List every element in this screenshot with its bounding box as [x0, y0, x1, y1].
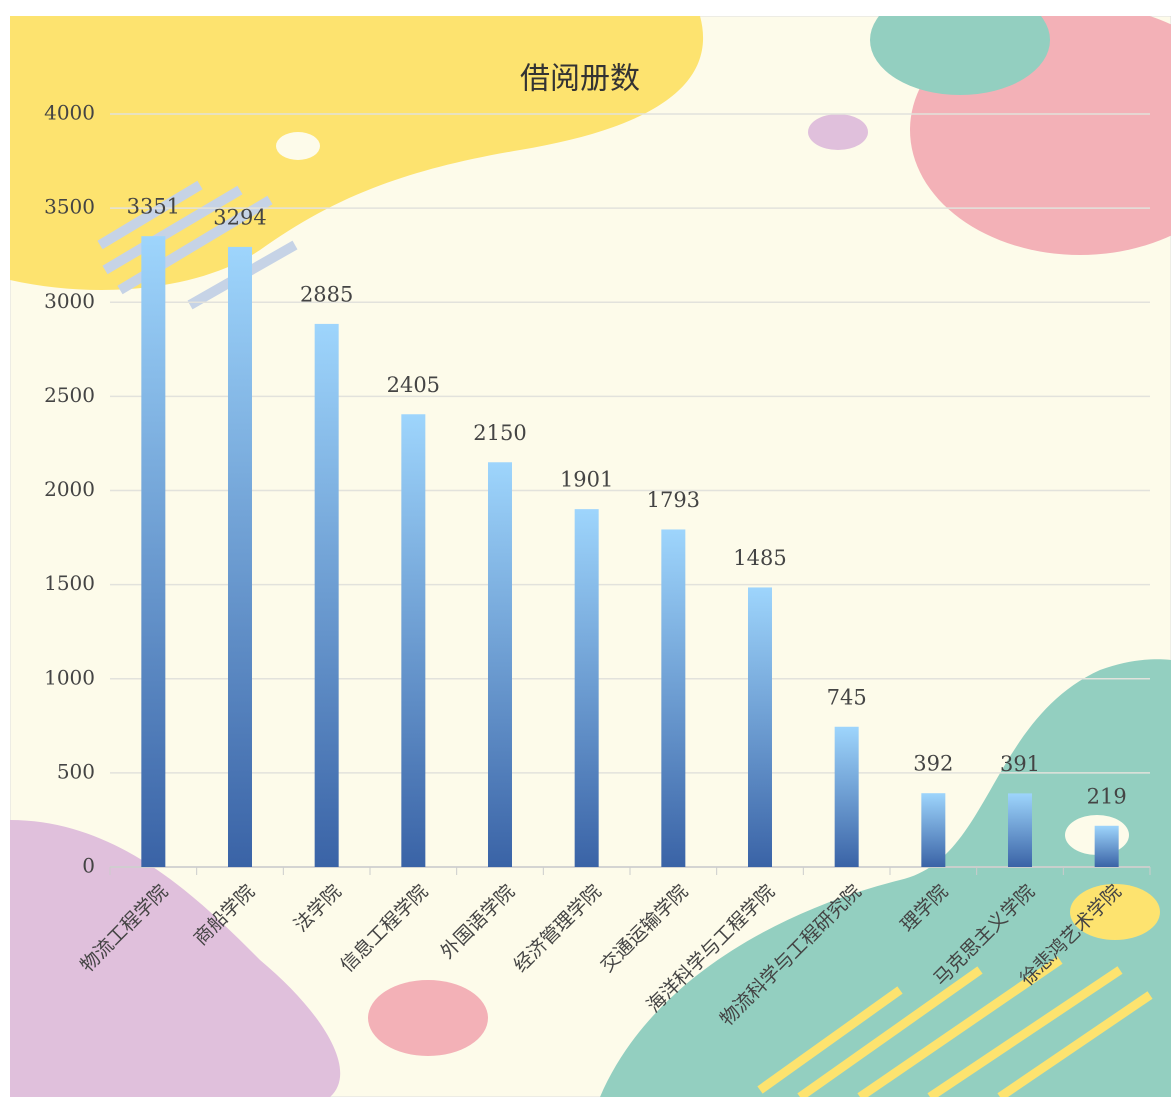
data-label: 2885	[300, 282, 353, 306]
background	[10, 16, 1171, 1097]
y-tick-label: 1000	[44, 665, 95, 689]
bar	[574, 509, 599, 867]
data-label: 1485	[733, 546, 786, 570]
bar	[1008, 793, 1032, 867]
bar	[141, 236, 166, 867]
data-label: 2405	[387, 373, 440, 397]
y-tick-label: 0	[82, 854, 95, 878]
data-label: 392	[913, 752, 953, 776]
y-tick-label: 3500	[44, 195, 95, 219]
data-label: 1793	[647, 488, 700, 512]
data-label: 745	[827, 685, 867, 709]
y-tick-label: 3000	[44, 289, 95, 313]
bar	[748, 587, 772, 867]
bar	[1094, 825, 1119, 867]
y-tick-label: 2000	[44, 477, 95, 501]
y-tick-label: 4000	[44, 101, 95, 125]
bar	[661, 529, 686, 867]
chart-title: 借阅册数	[520, 62, 640, 97]
data-label: 1901	[560, 468, 613, 492]
y-tick-label: 500	[57, 759, 95, 783]
data-label: 3351	[127, 195, 180, 219]
bar	[488, 462, 512, 867]
data-label: 3294	[213, 205, 266, 229]
data-label: 391	[1000, 752, 1040, 776]
y-tick-label: 1500	[44, 571, 95, 595]
bar	[921, 793, 946, 867]
bar	[401, 414, 426, 867]
data-label: 2150	[473, 421, 526, 445]
bar	[228, 246, 252, 868]
data-label: 219	[1087, 784, 1127, 808]
y-tick-label: 2500	[44, 383, 95, 407]
bar	[834, 726, 859, 867]
bar	[314, 323, 339, 867]
